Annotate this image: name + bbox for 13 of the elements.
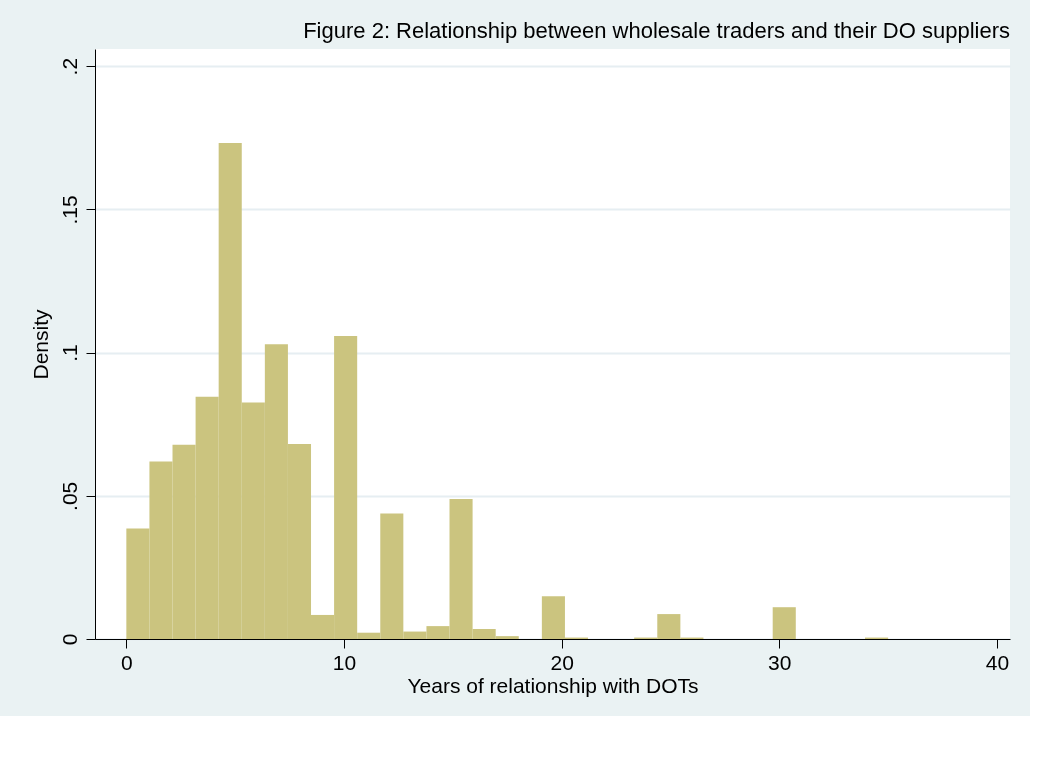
y-tick-label: .2 bbox=[57, 57, 81, 76]
y-tick-label: 0 bbox=[57, 633, 81, 646]
x-axis-title: Years of relationship with DOTs bbox=[407, 673, 699, 697]
x-tick-label: 30 bbox=[768, 650, 792, 674]
x-tick-label: 40 bbox=[985, 650, 1010, 674]
x-tick-label: 20 bbox=[550, 650, 574, 674]
x-tick-label: 0 bbox=[121, 650, 133, 674]
y-tick-label: .15 bbox=[57, 195, 81, 225]
y-tick-label: .05 bbox=[57, 481, 81, 511]
chart-title: Figure 2: Relationship between wholesale traders and their DO suppliers bbox=[303, 18, 1010, 43]
y-axis-title: Density bbox=[28, 308, 52, 380]
y-tick-label: .1 bbox=[57, 344, 81, 362]
x-tick-label: 10 bbox=[332, 650, 357, 674]
